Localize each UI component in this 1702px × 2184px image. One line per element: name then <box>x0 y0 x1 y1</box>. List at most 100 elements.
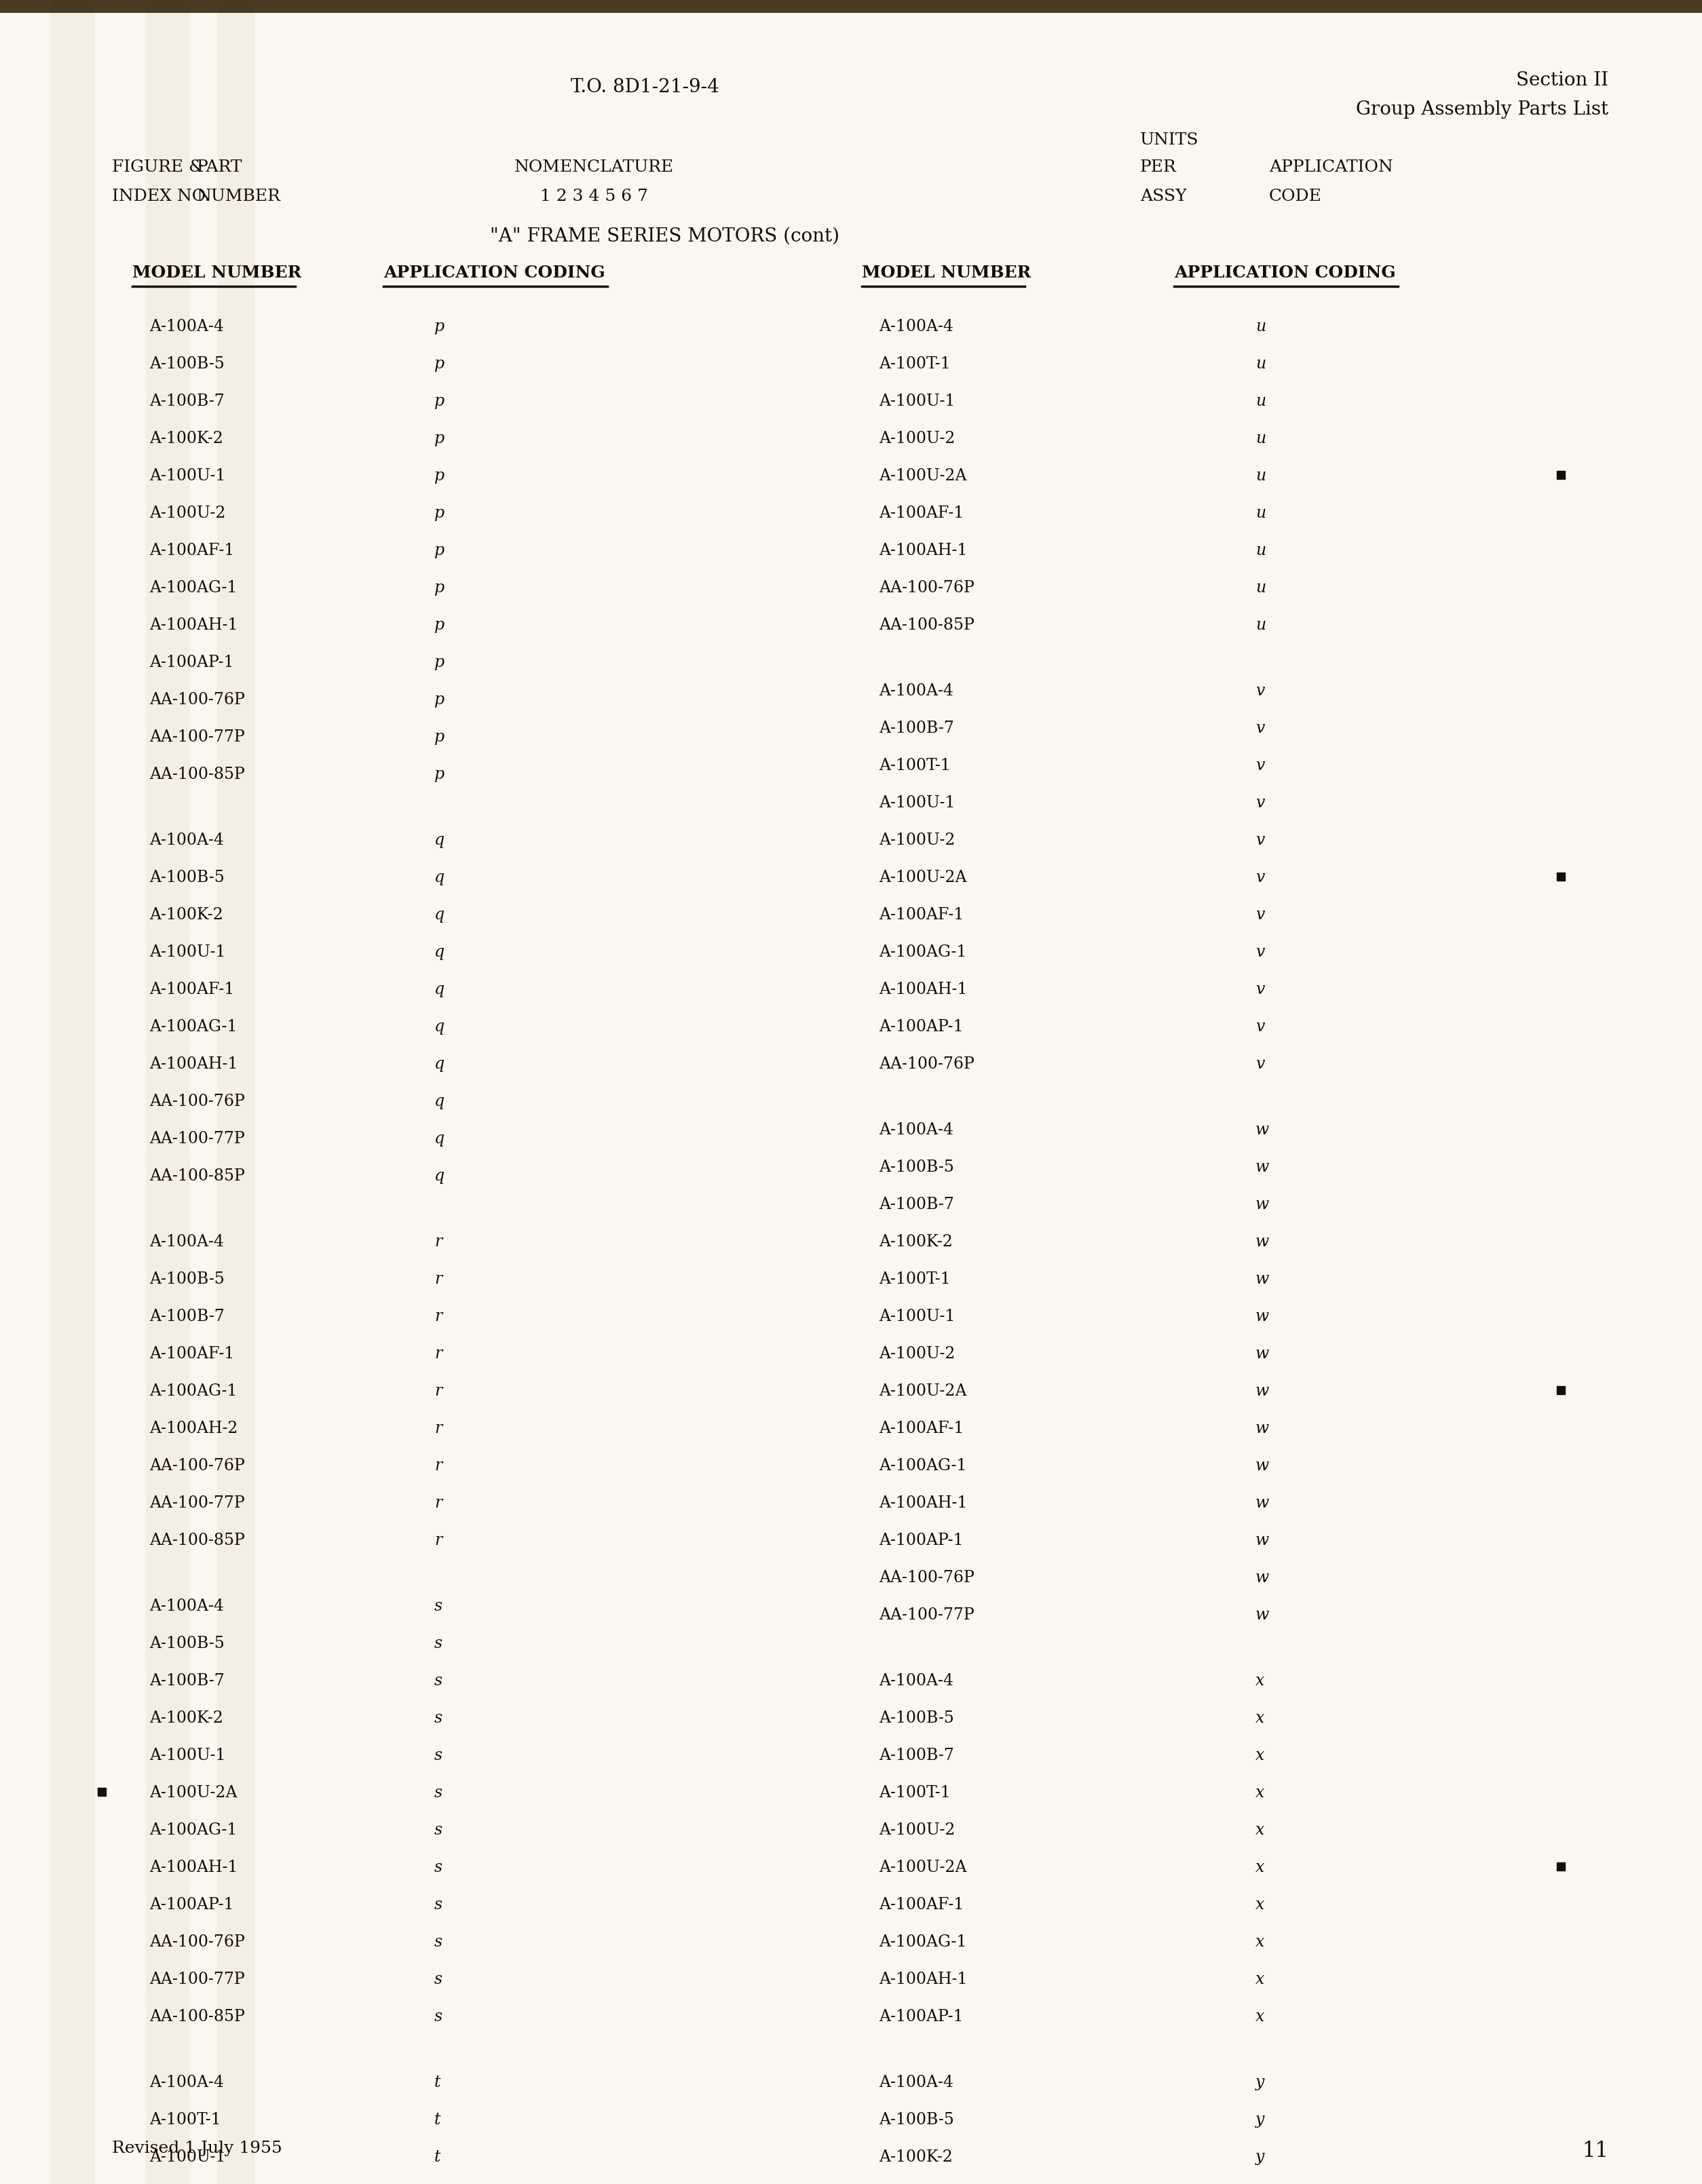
Text: CODE: CODE <box>1270 188 1322 205</box>
Text: A-100K-2: A-100K-2 <box>150 1710 223 1725</box>
Text: w: w <box>1256 1160 1270 1175</box>
Text: A-100U-2: A-100U-2 <box>878 430 955 446</box>
Text: v: v <box>1256 869 1265 885</box>
Bar <box>0 0 1702 13</box>
Text: v: v <box>1256 832 1265 847</box>
Text: p: p <box>434 581 444 596</box>
Text: A-100U-1: A-100U-1 <box>150 1747 226 1762</box>
Text: x: x <box>1256 1898 1265 1913</box>
Text: A-100U-1: A-100U-1 <box>150 467 226 483</box>
Text: A-100K-2: A-100K-2 <box>878 2149 953 2164</box>
Text: NUMBER: NUMBER <box>197 188 281 205</box>
Text: APPLICATION CODING: APPLICATION CODING <box>383 264 606 282</box>
Text: A-100B-7: A-100B-7 <box>150 393 225 408</box>
Text: PART: PART <box>197 159 243 175</box>
Text: AA-100-76P: AA-100-76P <box>150 1094 245 1109</box>
Text: x: x <box>1256 1935 1265 1950</box>
Text: A-100A-4: A-100A-4 <box>878 319 953 334</box>
Text: A-100T-1: A-100T-1 <box>878 758 951 773</box>
Text: q: q <box>434 983 444 998</box>
Text: Section II: Section II <box>1516 72 1608 90</box>
Text: A-100U-2A: A-100U-2A <box>878 1861 967 1876</box>
Text: A-100U-2: A-100U-2 <box>150 505 226 522</box>
Text: w: w <box>1256 1422 1270 1437</box>
Text: p: p <box>434 618 444 633</box>
Text: PER: PER <box>1140 159 1176 175</box>
Text: A-100A-4: A-100A-4 <box>878 684 953 699</box>
Text: A-100AF-1: A-100AF-1 <box>150 983 235 998</box>
Text: A-100A-4: A-100A-4 <box>150 1234 225 1249</box>
Text: AA-100-85P: AA-100-85P <box>878 618 975 633</box>
Text: INDEX NO.: INDEX NO. <box>112 188 209 205</box>
Text: A-100A-4: A-100A-4 <box>150 1599 225 1614</box>
Text: u: u <box>1256 430 1266 446</box>
Text: s: s <box>434 1784 443 1800</box>
Text: MODEL NUMBER: MODEL NUMBER <box>133 264 301 282</box>
Text: A-100AF-1: A-100AF-1 <box>878 1898 963 1913</box>
Bar <box>218 0 255 2184</box>
Text: A-100U-2A: A-100U-2A <box>878 1382 967 1400</box>
Text: v: v <box>1256 1057 1265 1072</box>
Text: A-100U-1: A-100U-1 <box>878 393 955 408</box>
Text: Revised 1 July 1955: Revised 1 July 1955 <box>112 2140 283 2156</box>
Text: NOMENCLATURE: NOMENCLATURE <box>514 159 674 175</box>
Text: p: p <box>434 505 444 522</box>
Text: q: q <box>434 1057 444 1072</box>
Text: u: u <box>1256 393 1266 408</box>
Text: A-100B-5: A-100B-5 <box>878 1710 955 1725</box>
Text: 1 2 3 4 5 6 7: 1 2 3 4 5 6 7 <box>540 188 648 205</box>
Text: p: p <box>434 655 444 670</box>
Text: s: s <box>434 1636 443 1651</box>
Text: u: u <box>1256 467 1266 483</box>
Text: q: q <box>434 1094 444 1109</box>
Text: A-100B-5: A-100B-5 <box>878 2112 955 2127</box>
Text: A-100T-1: A-100T-1 <box>878 356 951 371</box>
Text: w: w <box>1256 1496 1270 1511</box>
Text: r: r <box>434 1234 443 1249</box>
Text: A-100B-7: A-100B-7 <box>878 1747 955 1762</box>
Text: A-100AP-1: A-100AP-1 <box>878 2009 963 2025</box>
Text: A-100AH-1: A-100AH-1 <box>878 544 967 559</box>
Bar <box>51 0 95 2184</box>
Text: MODEL NUMBER: MODEL NUMBER <box>861 264 1031 282</box>
Text: s: s <box>434 2009 443 2025</box>
Text: A-100T-1: A-100T-1 <box>878 1784 951 1800</box>
Text: A-100B-5: A-100B-5 <box>150 1271 225 1286</box>
Text: r: r <box>434 1533 443 1548</box>
Text: v: v <box>1256 758 1265 773</box>
Text: v: v <box>1256 684 1265 699</box>
Text: q: q <box>434 869 444 885</box>
Text: AA-100-77P: AA-100-77P <box>150 1496 245 1511</box>
Text: A-100AG-1: A-100AG-1 <box>878 943 967 961</box>
Text: T.O. 8D1-21-9-4: T.O. 8D1-21-9-4 <box>570 79 718 96</box>
Text: u: u <box>1256 544 1266 559</box>
Text: A-100U-2A: A-100U-2A <box>150 1784 237 1800</box>
Text: s: s <box>434 1710 443 1725</box>
Text: A-100U-2A: A-100U-2A <box>878 467 967 483</box>
Text: A-100B-5: A-100B-5 <box>150 1636 225 1651</box>
Text: q: q <box>434 943 444 961</box>
Text: w: w <box>1256 1308 1270 1324</box>
Text: t: t <box>434 2075 441 2090</box>
Text: v: v <box>1256 795 1265 810</box>
Text: w: w <box>1256 1123 1270 1138</box>
Text: AA-100-76P: AA-100-76P <box>878 1057 975 1072</box>
Text: "A" FRAME SERIES MOTORS (cont): "A" FRAME SERIES MOTORS (cont) <box>490 227 839 245</box>
Text: A-100U-2: A-100U-2 <box>878 1821 955 1839</box>
Text: A-100AH-1: A-100AH-1 <box>878 983 967 998</box>
Text: AA-100-76P: AA-100-76P <box>150 1459 245 1474</box>
Text: A-100A-4: A-100A-4 <box>878 1123 953 1138</box>
Text: s: s <box>434 1747 443 1762</box>
Text: u: u <box>1256 618 1266 633</box>
Text: r: r <box>434 1345 443 1361</box>
Text: A-100U-1: A-100U-1 <box>150 943 226 961</box>
Text: AA-100-76P: AA-100-76P <box>150 692 245 708</box>
Text: A-100B-7: A-100B-7 <box>150 1308 225 1324</box>
Text: v: v <box>1256 721 1265 736</box>
Text: A-100K-2: A-100K-2 <box>878 1234 953 1249</box>
Text: p: p <box>434 544 444 559</box>
Text: u: u <box>1256 356 1266 371</box>
Text: v: v <box>1256 943 1265 961</box>
Text: v: v <box>1256 906 1265 922</box>
Text: x: x <box>1256 1972 1265 1987</box>
